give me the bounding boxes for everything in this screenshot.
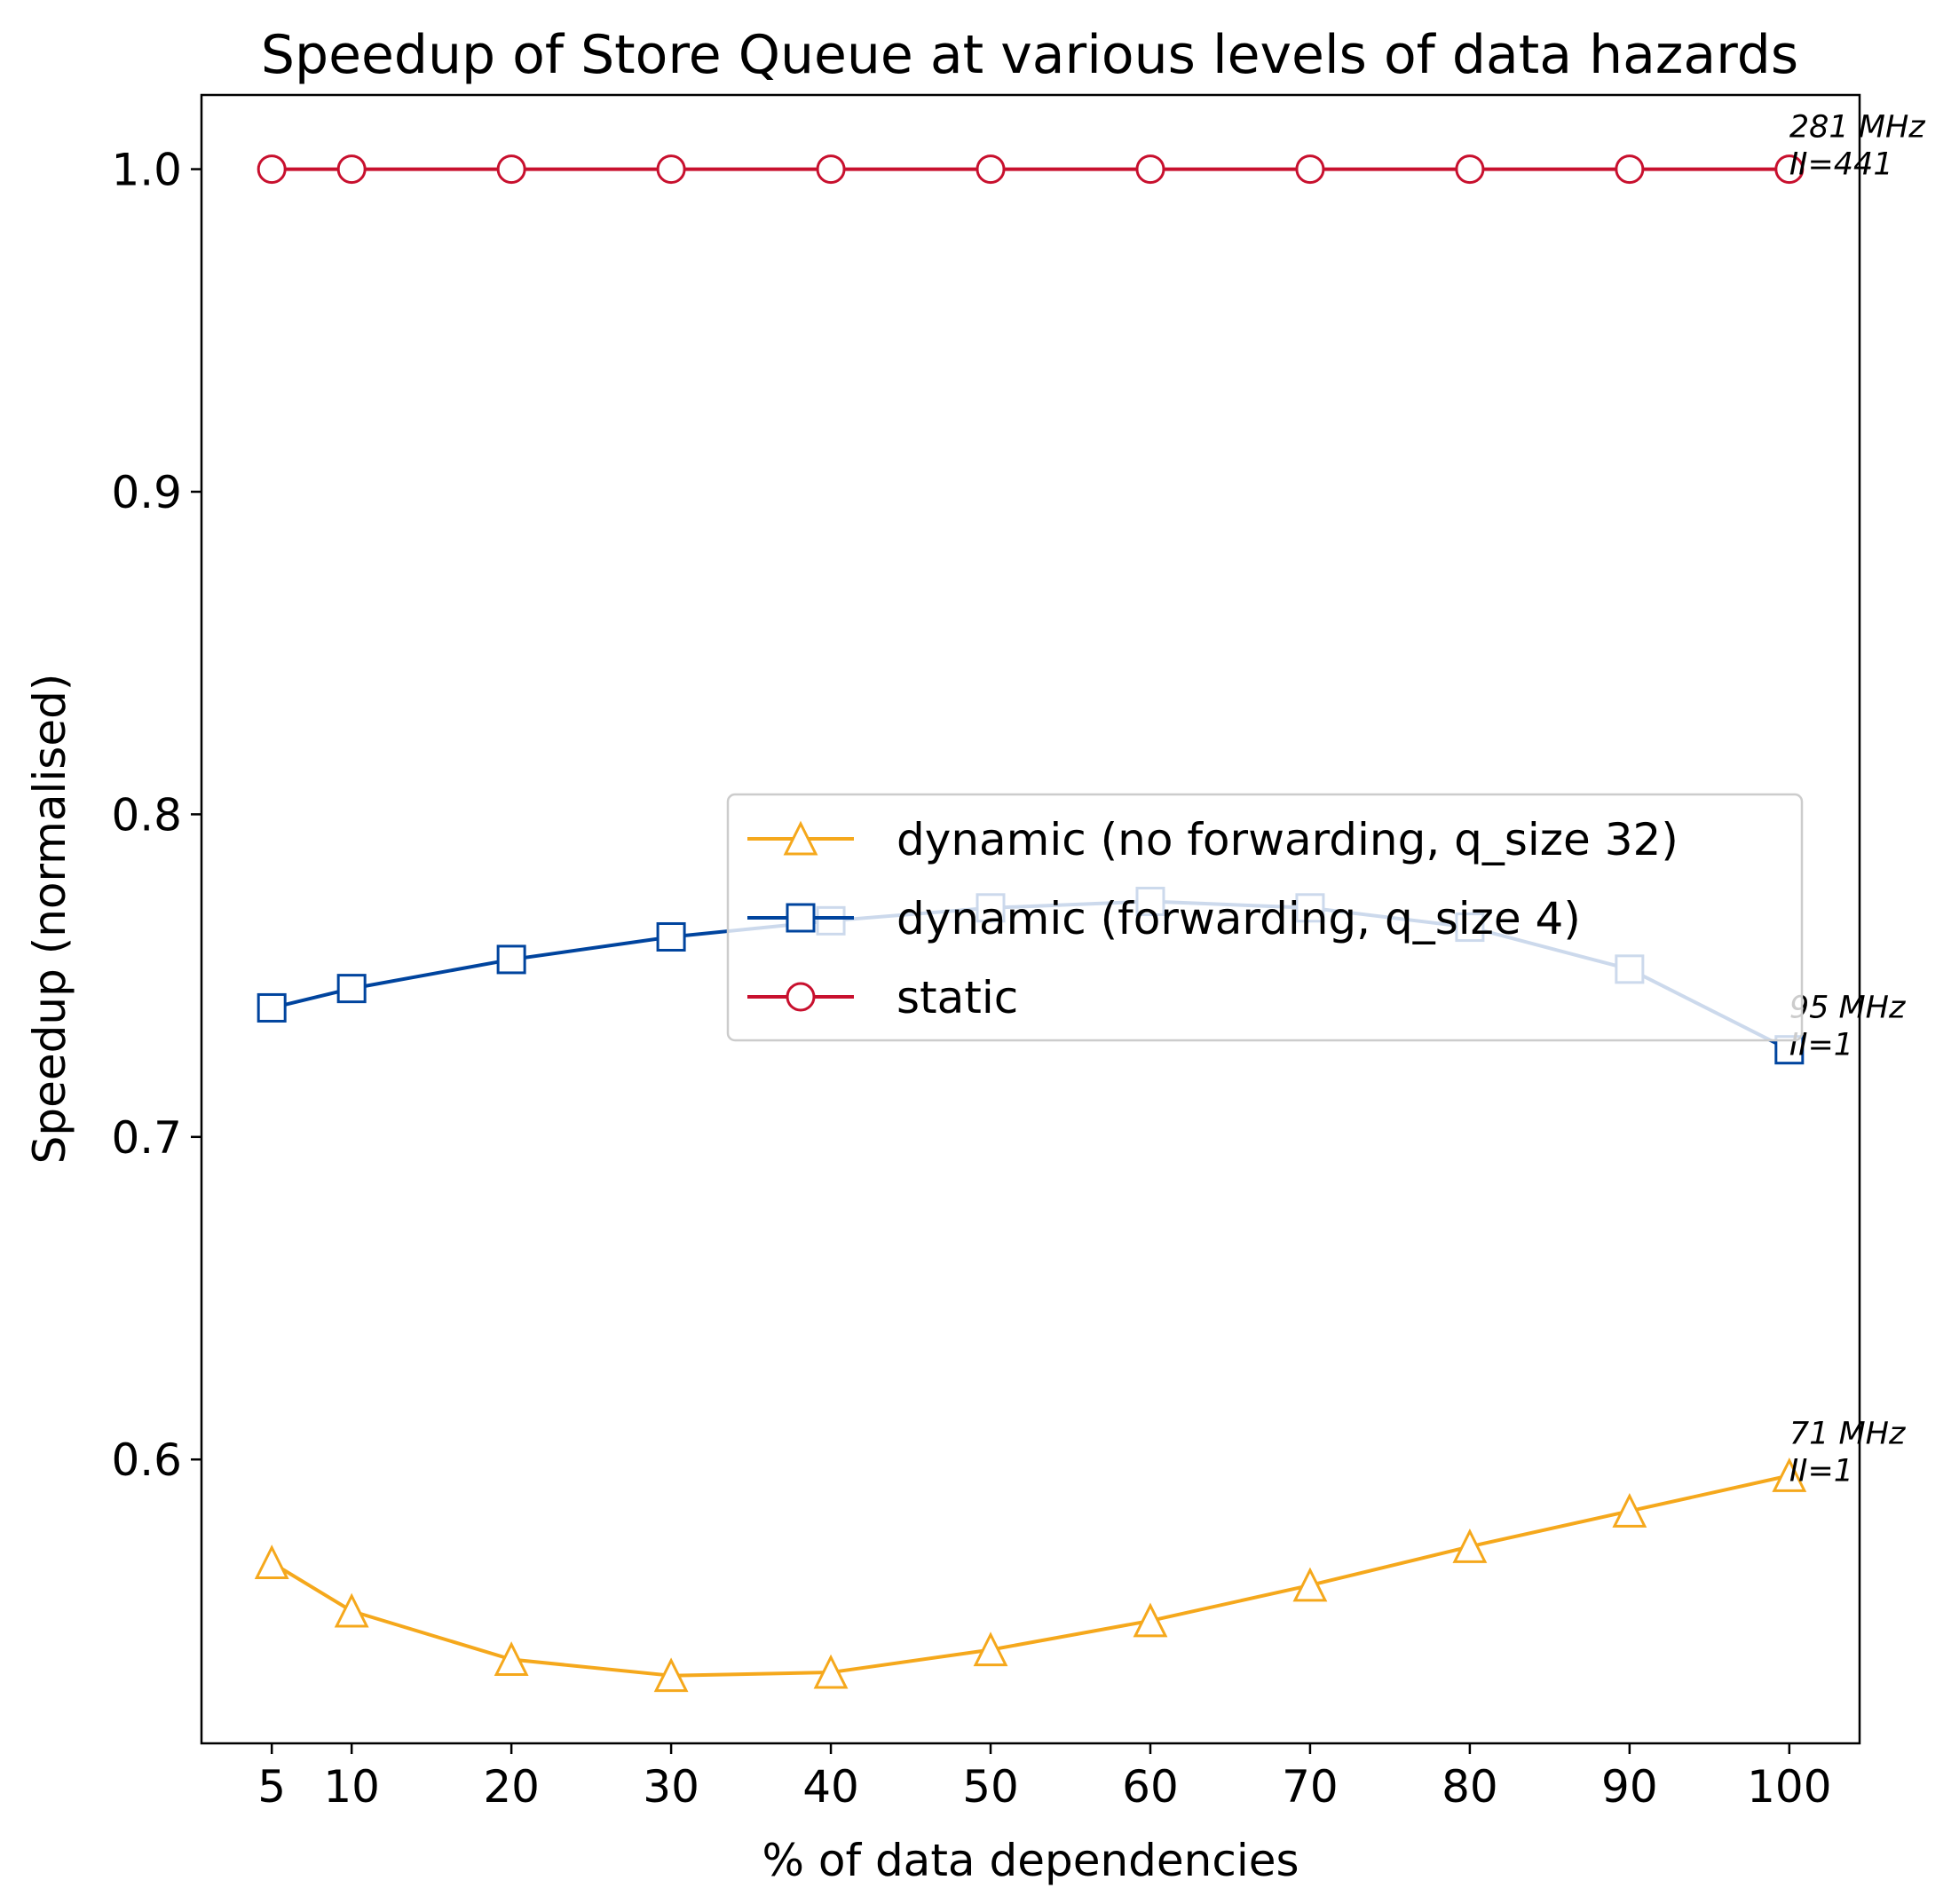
x-tick-label: 50 <box>962 1761 1019 1813</box>
x-tick-label: 40 <box>802 1761 859 1813</box>
x-tick-label: 90 <box>1601 1761 1658 1813</box>
series-point <box>1774 154 1805 185</box>
y-tick-label: 0.8 <box>111 789 182 841</box>
series-point <box>1133 1602 1168 1638</box>
legend-label: dynamic (no forwarding, q_size 32) <box>897 814 1679 865</box>
x-tick-label: 100 <box>1747 1761 1831 1813</box>
series-point <box>496 154 526 185</box>
series-point <box>496 944 526 975</box>
series-point <box>656 921 686 952</box>
y-tick-label: 0.9 <box>111 467 182 518</box>
legend-label: static <box>897 972 1018 1023</box>
series-point <box>813 1654 849 1689</box>
series-point <box>336 154 367 185</box>
annotation-text: II=441 <box>1789 147 1893 183</box>
series-point <box>656 154 686 185</box>
series-point <box>653 1657 689 1693</box>
series-point <box>816 154 846 185</box>
series-point <box>257 154 287 185</box>
series-point <box>254 1545 289 1579</box>
legend: dynamic (no forwarding, q_size 32) dynami… <box>726 793 1804 1042</box>
series-point <box>1452 1528 1488 1563</box>
x-tick-label: 30 <box>643 1761 699 1813</box>
legend-box <box>726 793 1804 1042</box>
legend-marker <box>786 903 816 933</box>
axes: 5 10 20 30 40 50 60 70 80 90 100 0.6 0.7 0.8 0.9 1.0 <box>111 145 1831 1813</box>
series-point <box>1135 154 1165 185</box>
x-tick-label: 70 <box>1282 1761 1339 1813</box>
annotation-text: II=1 <box>1789 1453 1853 1489</box>
series-point <box>1615 154 1645 185</box>
y-axis-label: Speedup (normalised) <box>24 674 75 1165</box>
series-point <box>334 1592 369 1628</box>
axes-frame <box>200 93 1861 1745</box>
x-axis-label: % of data dependencies <box>762 1835 1299 1886</box>
x-tick-label: 5 <box>257 1761 286 1813</box>
annotation-text: 71 MHz <box>1789 1416 1906 1451</box>
series-point <box>257 992 287 1023</box>
legend-marker <box>786 982 816 1012</box>
series-point <box>1612 1492 1647 1528</box>
annotation-text: 281 MHz <box>1789 110 1925 146</box>
series-point <box>1295 154 1325 185</box>
legend-marker <box>783 820 818 856</box>
series-point <box>336 974 367 1004</box>
x-tick-label: 80 <box>1442 1761 1498 1813</box>
legend-label: dynamic (forwarding, q_size 4) <box>897 893 1581 944</box>
series-point <box>976 154 1006 185</box>
y-tick-label: 0.6 <box>111 1434 182 1486</box>
y-tick-label: 1.0 <box>111 145 182 196</box>
series-point <box>1772 1458 1807 1492</box>
series-line <box>271 1473 1790 1678</box>
series-point <box>973 1631 1008 1667</box>
series-point <box>494 1641 529 1677</box>
chart-title: Speedup of Store Queue at various levels… <box>261 24 1798 86</box>
series-point <box>1292 1567 1328 1602</box>
x-tick-label: 20 <box>483 1761 540 1813</box>
y-tick-label: 0.7 <box>111 1112 182 1164</box>
x-tick-label: 10 <box>323 1761 380 1813</box>
annotation-text: 95 MHz <box>1789 991 1906 1026</box>
x-tick-label: 60 <box>1122 1761 1179 1813</box>
series-point <box>1455 154 1485 185</box>
